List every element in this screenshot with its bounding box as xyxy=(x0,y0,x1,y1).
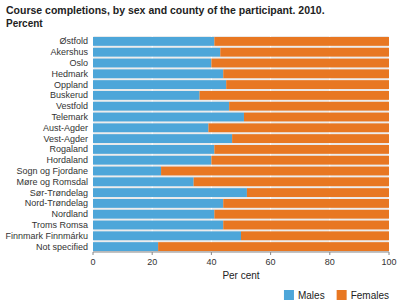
bar xyxy=(223,221,389,230)
bar xyxy=(214,210,389,219)
legend-swatch xyxy=(337,290,347,300)
category-label: Vestfold xyxy=(56,101,88,111)
plot-background xyxy=(93,36,389,252)
x-axis: 0 20 40 60 80 100 xyxy=(90,252,396,267)
category-label: Sør-Trøndelag xyxy=(30,188,88,198)
tick-label: 60 xyxy=(266,257,276,267)
bar xyxy=(93,69,223,78)
category-label: Akershus xyxy=(50,47,88,57)
bar xyxy=(93,80,226,89)
category-label: Telemark xyxy=(51,112,88,122)
bar xyxy=(158,242,389,251)
category-label: Troms Romsa xyxy=(32,220,88,230)
bar xyxy=(93,221,223,230)
bar xyxy=(93,199,223,208)
bar xyxy=(226,80,389,89)
bar xyxy=(200,91,389,100)
bar xyxy=(211,156,389,165)
category-label: Buskerud xyxy=(50,90,88,100)
bar xyxy=(161,167,389,176)
bar xyxy=(93,113,244,122)
category-label: Nord-Trøndelag xyxy=(25,198,88,208)
bars xyxy=(93,37,389,251)
bar xyxy=(93,102,229,111)
bar xyxy=(93,210,214,219)
bar xyxy=(93,91,200,100)
category-label: Finnmark Finnmárku xyxy=(5,231,88,241)
bar xyxy=(214,145,389,154)
grid xyxy=(93,36,389,252)
title: Course completions, by sex and county of… xyxy=(6,4,325,16)
category-label: Vest-Agder xyxy=(43,134,88,144)
category-label: Møre og Romsdal xyxy=(16,177,88,187)
grid-line xyxy=(152,36,153,252)
legend-label: Females xyxy=(351,290,389,301)
tick-label: 100 xyxy=(381,257,396,267)
bar xyxy=(220,48,389,57)
category-label: Nordland xyxy=(51,209,88,219)
tick-mark xyxy=(93,252,94,255)
grid-line xyxy=(389,36,390,252)
bar xyxy=(93,134,232,143)
bar xyxy=(247,188,389,197)
tick-label: 20 xyxy=(147,257,157,267)
tick-label: 40 xyxy=(206,257,216,267)
bar xyxy=(93,145,214,154)
bar xyxy=(93,231,241,240)
category-label: Aust-Agder xyxy=(43,123,88,133)
grid-line xyxy=(270,36,271,252)
category-label: Hordaland xyxy=(46,155,88,165)
bar xyxy=(223,199,389,208)
legend-swatch xyxy=(284,290,294,300)
bar xyxy=(93,167,161,176)
tick-label: 80 xyxy=(325,257,335,267)
category-label: Oppland xyxy=(54,80,88,90)
bar xyxy=(194,177,389,186)
bar xyxy=(214,37,389,46)
tick-mark xyxy=(152,252,153,255)
bar xyxy=(229,102,389,111)
bar xyxy=(93,188,247,197)
bar xyxy=(93,48,220,57)
category-label: Hedmark xyxy=(51,69,88,79)
chart: Course completions, by sex and county of… xyxy=(0,0,401,305)
bar xyxy=(241,231,389,240)
tick-mark xyxy=(270,252,271,255)
bar xyxy=(93,177,194,186)
bar xyxy=(244,113,389,122)
category-label: Rogaland xyxy=(49,144,88,154)
bar xyxy=(232,134,389,143)
grid-line xyxy=(93,36,94,252)
grid-line xyxy=(329,36,330,252)
bar xyxy=(211,59,389,68)
legend-label: Males xyxy=(298,290,325,301)
x-axis-label: Per cent xyxy=(222,270,259,281)
bar xyxy=(93,59,211,68)
bar xyxy=(93,156,211,165)
subtitle: Percent xyxy=(6,18,43,29)
grid-line xyxy=(211,36,212,252)
legend: Males Females xyxy=(284,290,389,301)
tick-mark xyxy=(211,252,212,255)
bar xyxy=(208,123,389,132)
page: {"chart_data": { "type": "bar", "orienta… xyxy=(0,0,401,305)
category-label: Østfold xyxy=(59,36,88,46)
category-label: Not specified xyxy=(36,242,88,252)
category-label: Oslo xyxy=(69,58,88,68)
axis-line xyxy=(93,252,389,253)
bar xyxy=(223,69,389,78)
tick-mark xyxy=(329,252,330,255)
tick-label: 0 xyxy=(90,257,95,267)
category-label: Sogn og Fjordane xyxy=(16,166,88,176)
bar xyxy=(93,37,214,46)
bar xyxy=(93,242,158,251)
bar xyxy=(93,123,208,132)
tick-mark xyxy=(389,252,390,255)
